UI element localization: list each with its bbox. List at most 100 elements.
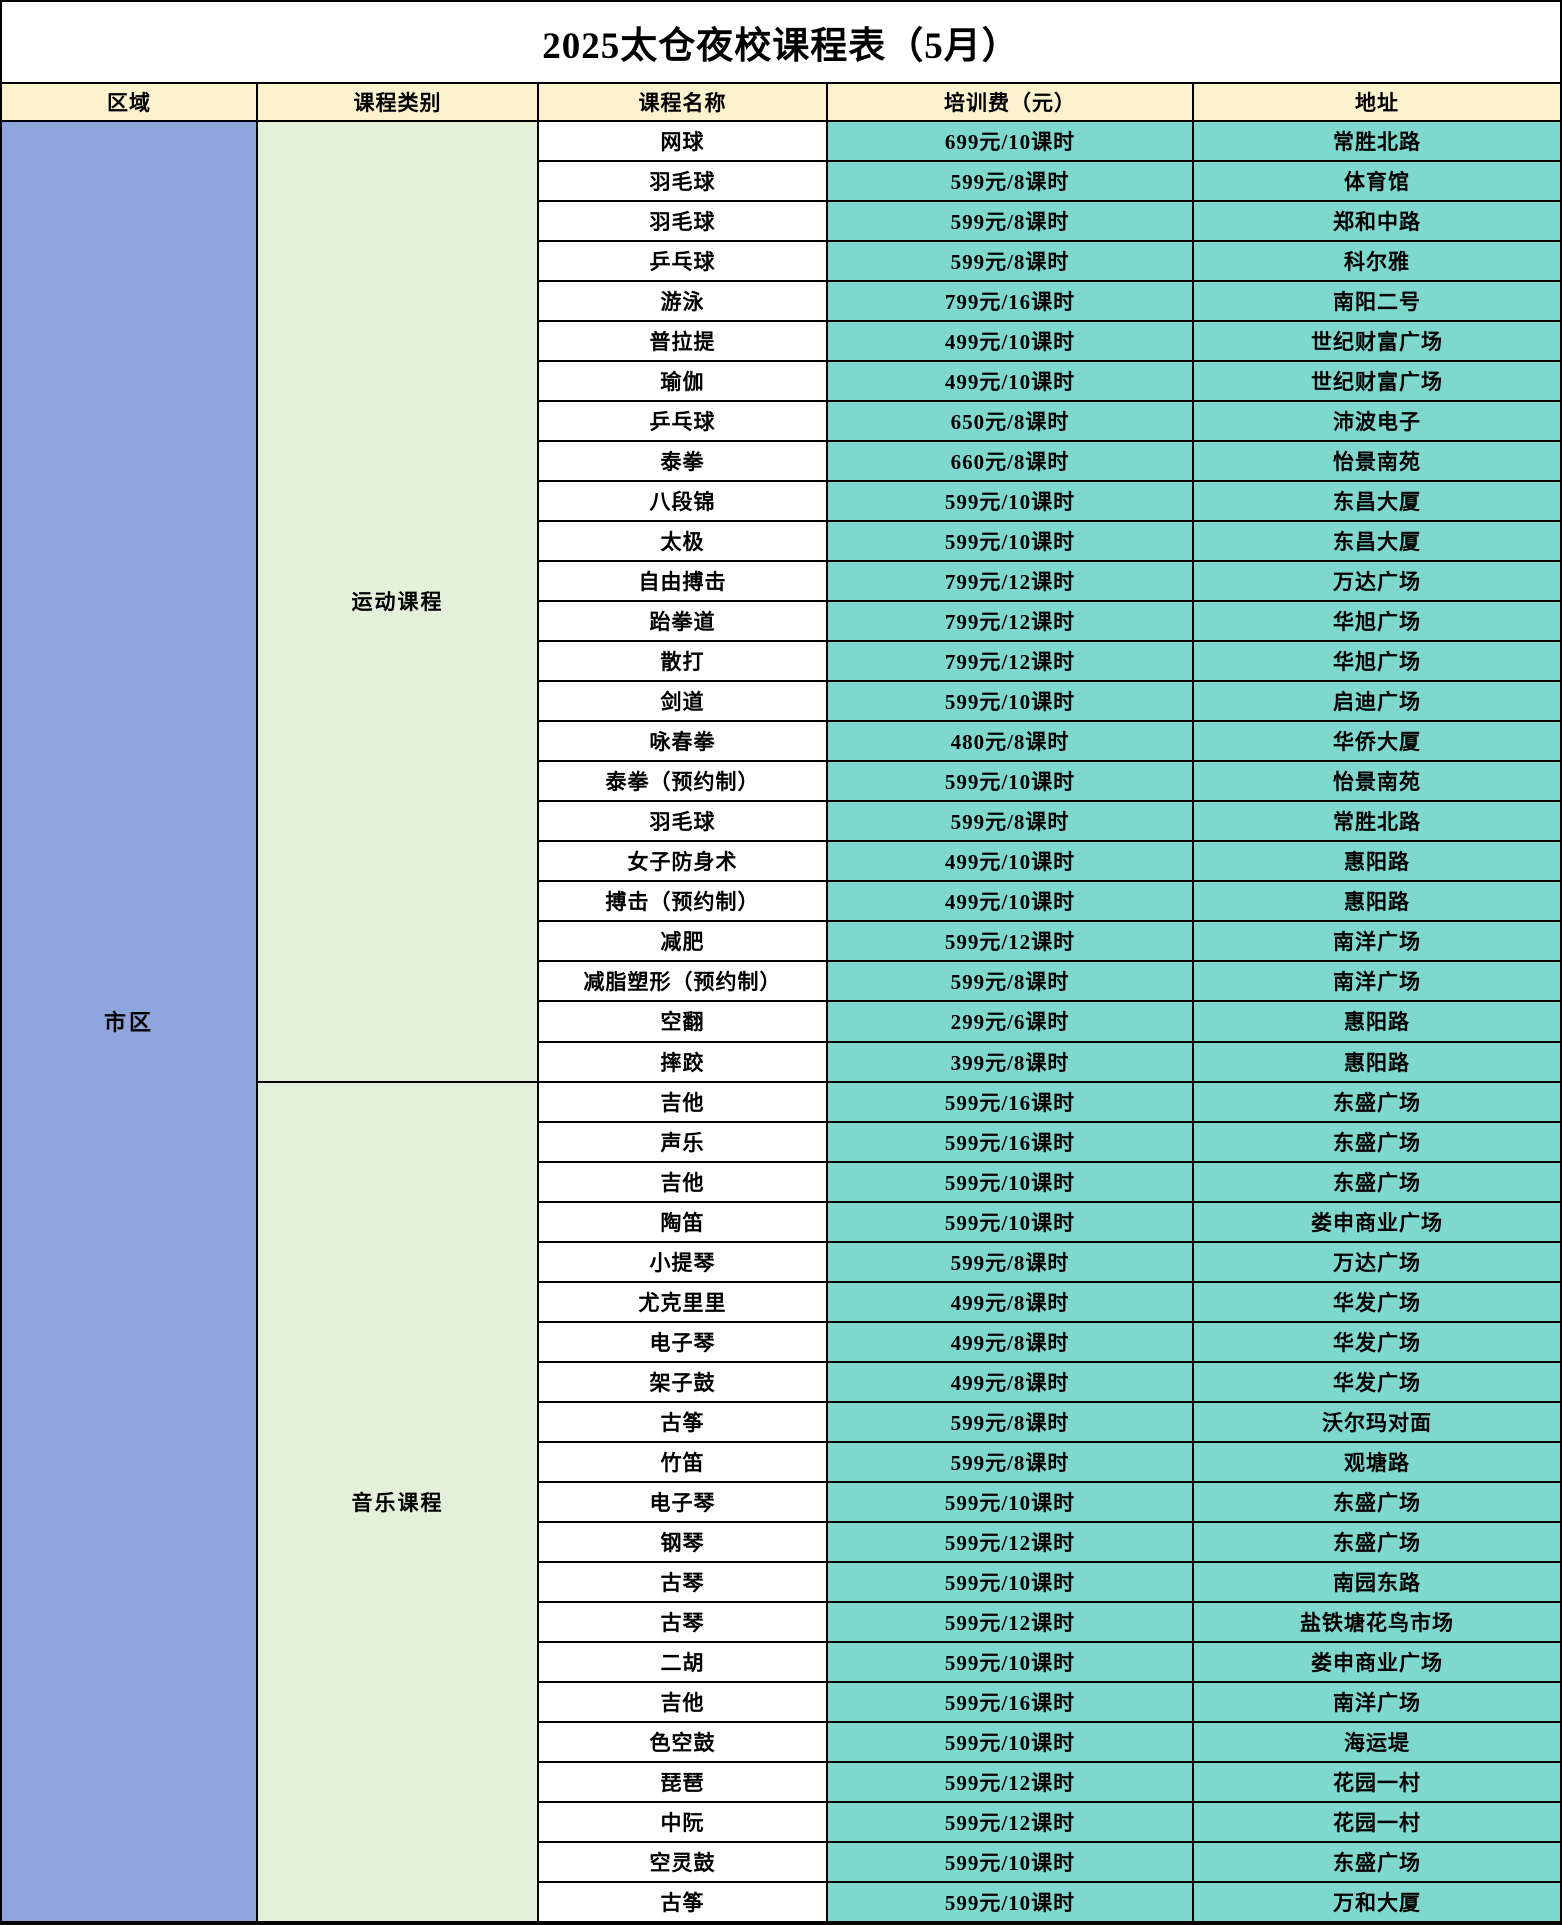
course-name-cell: 中阮	[539, 1802, 828, 1843]
fee-cell: 599元/8课时	[828, 1242, 1194, 1283]
fee-cell: 599元/8课时	[828, 162, 1194, 203]
fee-cell: 599元/10课时	[828, 1642, 1194, 1683]
address-cell: 观塘路	[1194, 1442, 1560, 1483]
course-name-cell: 减肥	[539, 922, 828, 963]
course-name-cell: 散打	[539, 642, 828, 683]
course-name-cell: 游泳	[539, 282, 828, 323]
course-name-cell: 乒乓球	[539, 402, 828, 443]
region-cell: 市区	[2, 122, 258, 1923]
fee-cell: 499元/10课时	[828, 882, 1194, 923]
fee-cell: 599元/12课时	[828, 1762, 1194, 1803]
address-cell: 华发广场	[1194, 1362, 1560, 1403]
fee-cell: 650元/8课时	[828, 402, 1194, 443]
course-name-cell: 钢琴	[539, 1522, 828, 1563]
fee-cell: 399元/8课时	[828, 1042, 1194, 1083]
address-cell: 惠阳路	[1194, 842, 1560, 883]
fee-cell: 599元/10课时	[828, 1842, 1194, 1883]
address-cell: 常胜北路	[1194, 122, 1560, 163]
fee-cell: 499元/10课时	[828, 842, 1194, 883]
fee-cell: 499元/8课时	[828, 1362, 1194, 1403]
address-cell: 世纪财富广场	[1194, 322, 1560, 363]
course-name-cell: 吉他	[539, 1082, 828, 1123]
course-name-cell: 架子鼓	[539, 1362, 828, 1403]
course-name-cell: 古筝	[539, 1882, 828, 1923]
column-header-fee: 培训费（元）	[828, 84, 1194, 122]
fee-cell: 599元/10课时	[828, 1162, 1194, 1203]
address-cell: 沃尔玛对面	[1194, 1402, 1560, 1443]
address-cell: 海运堤	[1194, 1722, 1560, 1763]
address-cell: 常胜北路	[1194, 802, 1560, 843]
address-cell: 惠阳路	[1194, 1042, 1560, 1083]
fee-cell: 599元/16课时	[828, 1682, 1194, 1723]
course-name-cell: 咏春拳	[539, 722, 828, 763]
fee-cell: 599元/10课时	[828, 762, 1194, 803]
course-name-cell: 吉他	[539, 1162, 828, 1203]
address-cell: 华发广场	[1194, 1282, 1560, 1323]
address-cell: 东盛广场	[1194, 1842, 1560, 1883]
address-cell: 惠阳路	[1194, 1002, 1560, 1043]
category-cell-sports: 运动课程	[258, 122, 539, 1083]
address-cell: 怡景南苑	[1194, 762, 1560, 803]
address-cell: 东盛广场	[1194, 1082, 1560, 1123]
address-cell: 启迪广场	[1194, 682, 1560, 723]
course-name-cell: 瑜伽	[539, 362, 828, 403]
address-cell: 怡景南苑	[1194, 442, 1560, 483]
address-cell: 东盛广场	[1194, 1482, 1560, 1523]
course-name-cell: 泰拳	[539, 442, 828, 483]
address-cell: 华旭广场	[1194, 642, 1560, 683]
fee-cell: 660元/8课时	[828, 442, 1194, 483]
fee-cell: 599元/10课时	[828, 482, 1194, 523]
course-name-cell: 古琴	[539, 1562, 828, 1603]
address-cell: 娄申商业广场	[1194, 1642, 1560, 1683]
category-cell-music: 音乐课程	[258, 1082, 539, 1923]
address-cell: 南洋广场	[1194, 922, 1560, 963]
fee-cell: 699元/10课时	[828, 122, 1194, 163]
course-name-cell: 女子防身术	[539, 842, 828, 883]
course-name-cell: 减脂塑形（预约制）	[539, 962, 828, 1003]
address-cell: 东昌大厦	[1194, 482, 1560, 523]
course-name-cell: 电子琴	[539, 1322, 828, 1363]
fee-cell: 599元/8课时	[828, 242, 1194, 283]
course-name-cell: 跆拳道	[539, 602, 828, 643]
address-cell: 华侨大厦	[1194, 722, 1560, 763]
course-name-cell: 竹笛	[539, 1442, 828, 1483]
address-cell: 南园东路	[1194, 1562, 1560, 1603]
address-cell: 盐铁塘花鸟市场	[1194, 1602, 1560, 1643]
course-name-cell: 陶笛	[539, 1202, 828, 1243]
course-name-cell: 羽毛球	[539, 162, 828, 203]
fee-cell: 599元/8课时	[828, 802, 1194, 843]
course-name-cell: 剑道	[539, 682, 828, 723]
address-cell: 花园一村	[1194, 1802, 1560, 1843]
address-cell: 东盛广场	[1194, 1122, 1560, 1163]
course-name-cell: 空灵鼓	[539, 1842, 828, 1883]
course-name-cell: 太极	[539, 522, 828, 563]
course-name-cell: 羽毛球	[539, 802, 828, 843]
fee-cell: 799元/12课时	[828, 602, 1194, 643]
course-name-cell: 尤克里里	[539, 1282, 828, 1323]
fee-cell: 599元/8课时	[828, 1442, 1194, 1483]
fee-cell: 599元/8课时	[828, 1402, 1194, 1443]
fee-cell: 599元/8课时	[828, 202, 1194, 243]
fee-cell: 599元/10课时	[828, 1722, 1194, 1763]
fee-cell: 480元/8课时	[828, 722, 1194, 763]
course-name-cell: 空翻	[539, 1002, 828, 1043]
address-cell: 郑和中路	[1194, 202, 1560, 243]
address-cell: 世纪财富广场	[1194, 362, 1560, 403]
column-header-course-name: 课程名称	[539, 84, 828, 122]
course-name-cell: 声乐	[539, 1122, 828, 1163]
fee-cell: 599元/12课时	[828, 1802, 1194, 1843]
fee-cell: 599元/10课时	[828, 1482, 1194, 1523]
course-name-cell: 乒乓球	[539, 242, 828, 283]
address-cell: 华发广场	[1194, 1322, 1560, 1363]
address-cell: 华旭广场	[1194, 602, 1560, 643]
fee-cell: 599元/12课时	[828, 1522, 1194, 1563]
fee-cell: 599元/12课时	[828, 1602, 1194, 1643]
fee-cell: 799元/12课时	[828, 562, 1194, 603]
course-name-cell: 古琴	[539, 1602, 828, 1643]
course-table: 区域 课程类别 课程名称 培训费（元） 地址 市区 运动课程 音乐课程 网球 69…	[2, 84, 1560, 1923]
course-name-cell: 自由搏击	[539, 562, 828, 603]
fee-cell: 599元/10课时	[828, 1882, 1194, 1923]
address-cell: 科尔雅	[1194, 242, 1560, 283]
fee-cell: 499元/10课时	[828, 322, 1194, 363]
